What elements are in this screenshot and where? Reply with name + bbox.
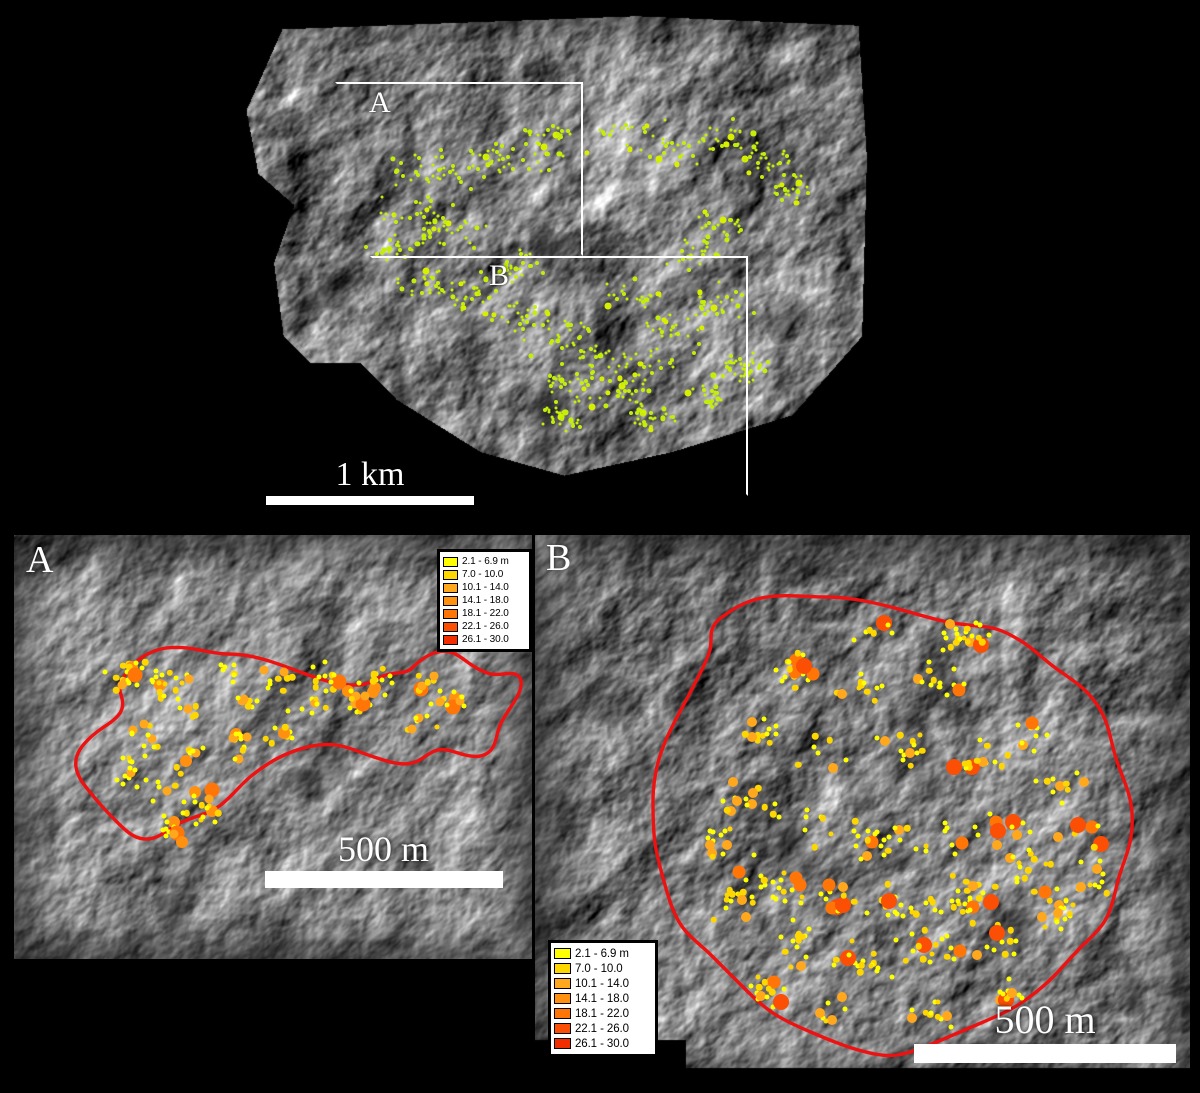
legend-swatch (554, 1008, 571, 1019)
legend-panel-b: 2.1 - 6.9 m 7.0 - 10.0 10.1 - 14.0 14.1 … (548, 940, 658, 1057)
legend-swatch (554, 978, 571, 989)
nucleus-global-image (0, 0, 1200, 525)
legend-label: 10.1 - 14.0 (462, 582, 509, 593)
scale-bar-global-label: 1 km (335, 456, 405, 493)
legend-label: 18.1 - 22.0 (575, 1007, 629, 1020)
scale-bar-panel-b: 500 m (900, 1000, 1190, 1063)
legend-swatch (554, 948, 571, 959)
legend-label: 26.1 - 30.0 (462, 634, 509, 645)
legend-swatch (554, 963, 571, 974)
legend-row: 26.1 - 30.0 (443, 633, 524, 646)
legend-label: 22.1 - 26.0 (462, 621, 509, 632)
legend-swatch (554, 993, 571, 1004)
scale-bar-panel-b-bar (914, 1044, 1176, 1063)
legend-row: 10.1 - 14.0 (443, 581, 524, 594)
legend-label: 10.1 - 14.0 (575, 977, 629, 990)
legend-swatch (554, 1023, 571, 1034)
legend-row: 22.1 - 26.0 (554, 1021, 650, 1036)
legend-label: 2.1 - 6.9 m (575, 947, 629, 960)
legend-label: 14.1 - 18.0 (575, 992, 629, 1005)
scale-bar-panel-a: 500 m (257, 831, 510, 888)
region-box-b-label: B (489, 259, 510, 292)
region-box-a (335, 82, 583, 256)
legend-swatch (443, 608, 458, 619)
legend-label: 18.1 - 22.0 (462, 608, 509, 619)
scale-bar-global: 1 km (252, 458, 488, 505)
legend-row: 2.1 - 6.9 m (443, 555, 524, 568)
legend-label: 7.0 - 10.0 (462, 569, 504, 580)
legend-row: 2.1 - 6.9 m (554, 946, 650, 961)
scale-bar-global-bar (266, 496, 474, 505)
panel-a-letter: A (26, 539, 54, 581)
legend-row: 14.1 - 18.0 (443, 594, 524, 607)
legend-row: 10.1 - 14.0 (554, 976, 650, 991)
legend-swatch (443, 569, 458, 580)
legend-row: 7.0 - 10.0 (554, 961, 650, 976)
region-box-a-label: A (369, 86, 391, 119)
legend-label: 2.1 - 6.9 m (462, 556, 509, 567)
region-b-outline (535, 535, 1190, 1093)
legend-swatch (554, 1038, 571, 1049)
scale-bar-panel-a-label: 500 m (337, 829, 429, 869)
legend-swatch (443, 621, 458, 632)
legend-label: 7.0 - 10.0 (575, 962, 623, 975)
legend-row: 22.1 - 26.0 (443, 620, 524, 633)
legend-swatch (443, 595, 458, 606)
scale-bar-panel-b-label: 500 m (994, 997, 1096, 1042)
legend-row: 26.1 - 30.0 (554, 1036, 650, 1051)
legend-panel-a: 2.1 - 6.9 m 7.0 - 10.0 10.1 - 14.0 14.1 … (437, 549, 532, 652)
panel-b: B 2.1 - 6.9 m 7.0 - 10.0 10.1 - 14.0 14. (535, 535, 1190, 1093)
legend-row: 18.1 - 22.0 (554, 1006, 650, 1021)
legend-label: 26.1 - 30.0 (575, 1037, 629, 1050)
legend-swatch (443, 582, 458, 593)
legend-row: 7.0 - 10.0 (443, 568, 524, 581)
scale-bar-panel-a-bar (264, 871, 503, 888)
legend-swatch (443, 634, 458, 645)
legend-row: 14.1 - 18.0 (554, 991, 650, 1006)
legend-label: 14.1 - 18.0 (462, 595, 509, 606)
panel-a: A 2.1 - 6.9 m 7.0 - 10.0 10.1 - 14.0 14. (14, 535, 532, 959)
region-box-b (370, 256, 748, 496)
panel-b-letter: B (546, 537, 572, 579)
legend-label: 22.1 - 26.0 (575, 1022, 629, 1035)
context-panel: A B 1 km (0, 0, 1200, 525)
legend-swatch (443, 556, 458, 567)
legend-row: 18.1 - 22.0 (443, 607, 524, 620)
